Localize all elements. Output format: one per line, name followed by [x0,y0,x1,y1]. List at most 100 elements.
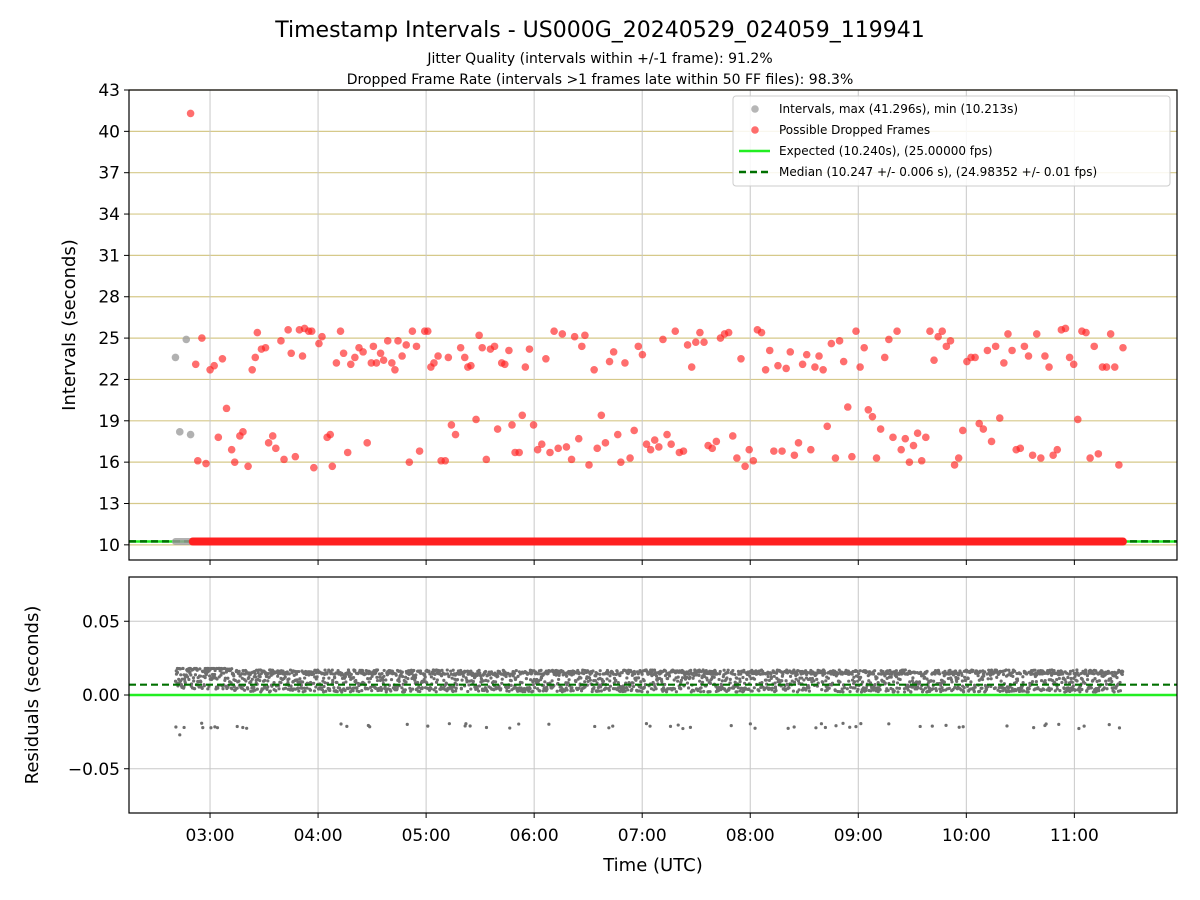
residual-point [294,672,299,676]
residual-point [733,680,737,684]
residual-point [533,686,537,690]
residual-point [971,668,975,673]
residual-point [583,685,587,689]
residual-point [903,668,907,672]
residual-point [415,680,420,685]
residual-point [785,671,790,675]
residual-point [335,689,339,694]
residual-point [451,689,455,694]
residual-point [814,726,818,730]
dropped-frame-point [456,343,465,352]
residual-point [566,681,570,685]
residual-point [616,681,620,685]
time-x-tick-label: 11:00 [1050,826,1099,846]
residual-point [855,669,859,673]
residual-point [1075,668,1079,672]
residual-point [330,668,334,672]
residual-point [731,668,735,673]
dropped-frame-point [880,353,889,362]
interval-point [171,353,180,362]
residual-point [852,680,857,684]
dropped-frame-point [501,360,509,369]
dropped-frame-point [909,441,918,450]
time-x-tick-label: 06:00 [510,826,559,846]
residual-point [191,676,196,680]
residual-point [1026,690,1030,694]
residual-point [727,686,731,690]
dropped-frame-point [954,454,963,462]
residual-point [852,675,856,679]
residual-point [895,681,900,685]
residual-point [1057,722,1061,727]
residual-point [774,689,778,693]
dropped-frame-point [398,352,406,360]
residual-point [791,689,796,693]
residual-point [857,672,861,676]
residual-point [422,677,426,682]
dropped-frame-point [638,350,647,359]
residual-point [468,724,472,728]
residual-point [261,687,265,691]
intervals-y-tick-label: 28 [98,288,120,308]
dropped-frame-point [630,426,638,435]
residual-point [625,676,629,680]
residual-point [887,722,891,726]
time-x-tick-label: 09:00 [834,826,883,846]
residual-point [395,687,399,691]
residual-point [948,668,952,672]
dropped-frame-point [284,326,292,334]
dropped-frame-point [369,342,378,351]
residual-point [1052,669,1056,673]
residual-point [245,726,249,730]
residual-point [221,687,225,691]
dropped-frame-point [913,429,922,437]
residual-point [374,686,378,690]
dropped-frame-point [581,331,589,340]
residual-point [702,689,706,694]
intervals-y-tick-label: 34 [98,205,120,225]
residual-point [705,678,709,682]
residual-point [323,681,327,685]
residual-point [285,670,289,674]
dropped-frame-point [558,330,567,338]
residual-point [1013,669,1017,673]
residual-point [735,676,739,680]
residual-point [538,689,542,693]
residual-point [206,687,210,691]
residual-point [469,687,473,691]
residual-point [982,674,986,678]
dropped-frame-point [202,459,210,468]
residual-point [180,677,184,681]
residual-point [212,672,217,677]
dropped-frame-point [562,443,571,451]
residual-point [1064,680,1068,684]
residual-point [942,680,946,684]
dropped-frame-point [1090,342,1099,351]
residual-point [1117,726,1122,730]
dropped-frame-point [823,422,832,431]
dropped-frame-point [765,346,774,355]
residual-point [934,689,938,693]
residual-point [1121,670,1125,674]
residual-point [626,688,630,692]
intervals-y-tick-label: 40 [98,122,120,142]
intervals-points [171,109,1127,546]
intervals-y-tick-label: 16 [98,453,120,473]
residual-point [1067,687,1071,691]
dropped-frame-point [712,437,721,446]
residual-point [357,689,361,694]
residual-point [504,674,508,679]
residual-point [193,687,197,691]
residual-point [923,686,928,690]
dropped-frame-point [253,328,262,337]
dropped-frame-point [889,433,897,442]
residual-point [389,677,394,682]
residual-point [413,678,417,682]
residual-point [688,675,692,679]
residual-point [674,690,678,694]
residual-point [925,669,929,673]
residual-point [368,725,372,729]
residual-point [226,676,230,680]
residual-point [467,683,471,687]
dropped-frame-point [372,359,381,367]
